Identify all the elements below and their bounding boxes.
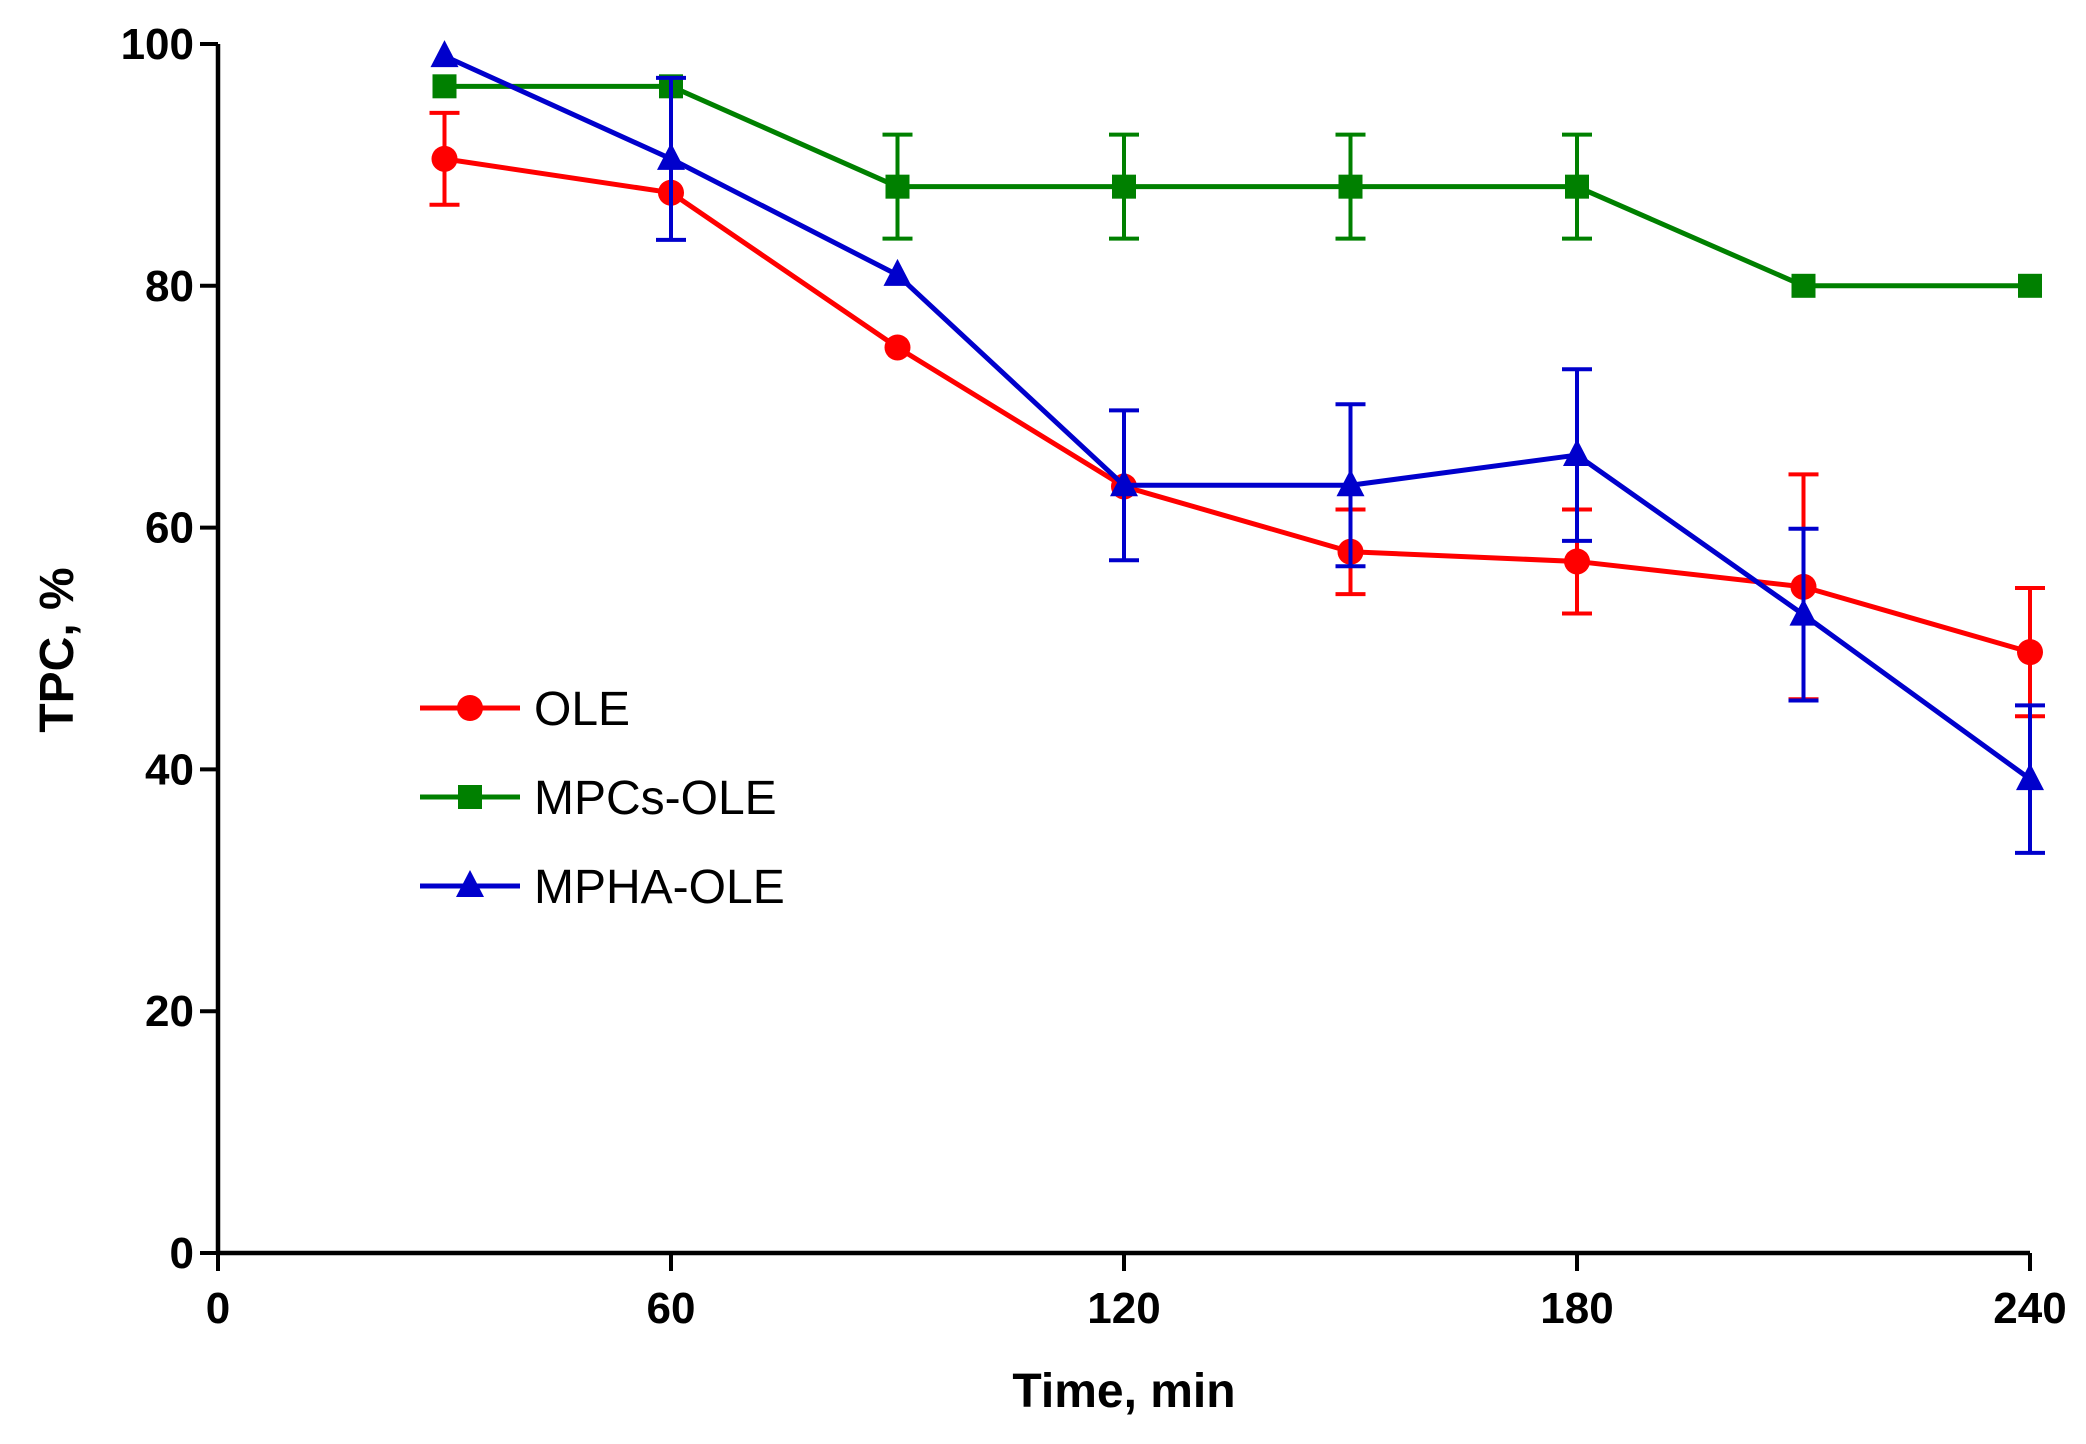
x-tick-label: 180 [1540, 1284, 1613, 1333]
legend: OLE MPCs-OLE MPHA-OLE [420, 683, 785, 914]
x-tick-label: 240 [1993, 1284, 2066, 1333]
data-point [1565, 174, 1589, 199]
ticks: 0 60 120 180 240 0 20 40 60 80 100 [121, 20, 2067, 1333]
data-point [885, 174, 910, 199]
data-point [1112, 174, 1136, 199]
series-line [444, 156, 2031, 655]
y-tick-label: 0 [170, 1229, 194, 1278]
data-point [2016, 763, 2044, 791]
data-point [883, 258, 912, 286]
series-line [443, 53, 2032, 782]
series-mpcs-ole [432, 74, 2042, 298]
x-tick-label: 60 [647, 1284, 696, 1333]
data-point [657, 142, 685, 170]
y-tick-label: 60 [145, 504, 194, 553]
data-point [1110, 469, 1138, 497]
data-point [432, 74, 457, 99]
legend-label: OLE [534, 683, 630, 736]
data-point [2018, 273, 2042, 298]
legend-entry-mpha-ole: MPHA-OLE [420, 861, 785, 914]
x-tick-label: 0 [206, 1284, 230, 1333]
x-tick-label: 120 [1087, 1284, 1160, 1333]
data-point [1564, 548, 1590, 575]
data-point [1563, 439, 1591, 467]
legend-marker [456, 870, 484, 897]
plot-area [429, 40, 2045, 855]
data-point [884, 334, 911, 361]
legend-marker [457, 695, 483, 721]
legend-entry-ole: OLE [420, 683, 630, 736]
data-point [430, 40, 459, 68]
y-tick-label: 80 [145, 262, 194, 311]
x-axis-title: Time, min [1012, 1365, 1235, 1418]
y-axis-title: TPC, % [31, 567, 84, 732]
series-mpha-ole [430, 40, 2045, 855]
data-point [2017, 639, 2043, 666]
data-point [1789, 598, 1818, 626]
legend-marker [458, 785, 482, 809]
y-tick-label: 100 [121, 20, 194, 69]
legend-label: MPHA-OLE [534, 861, 785, 914]
series-line [444, 83, 2030, 289]
y-tick-label: 20 [145, 987, 194, 1036]
legend-label: MPCs-OLE [534, 772, 777, 825]
data-point [431, 145, 458, 172]
data-point [1336, 469, 1365, 497]
legend-entry-mpcs-ole: MPCs-OLE [420, 772, 777, 825]
data-point [1791, 273, 1816, 298]
data-point [1338, 174, 1363, 199]
y-tick-label: 40 [145, 745, 194, 794]
